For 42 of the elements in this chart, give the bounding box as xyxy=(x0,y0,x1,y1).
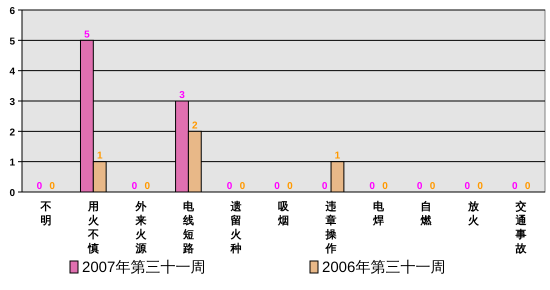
data-label: 0 xyxy=(369,181,376,192)
data-label: 0 xyxy=(477,181,484,192)
data-label: 3 xyxy=(179,90,186,101)
x-tick-label: 电线短路 xyxy=(182,200,195,255)
x-tick-label: 电焊 xyxy=(372,200,386,227)
data-label: 0 xyxy=(49,181,56,192)
data-label: 0 xyxy=(430,181,436,192)
data-label: 0 xyxy=(464,181,470,192)
data-label: 1 xyxy=(96,150,103,162)
y-tick-label: 1 xyxy=(9,158,16,169)
y-tick-label: 0 xyxy=(9,188,16,199)
data-label: 5 xyxy=(84,29,90,40)
x-tick-label: 不明 xyxy=(39,201,52,227)
data-label: 0 xyxy=(524,181,531,192)
data-label: 0 xyxy=(240,181,246,192)
x-tick-label: 用火不慎 xyxy=(86,201,100,255)
data-label: 0 xyxy=(274,181,280,192)
data-label: 0 xyxy=(226,181,233,192)
legend-label: 2006年第三十一周 xyxy=(322,259,446,276)
data-label: 0 xyxy=(322,181,328,192)
data-label: 0 xyxy=(287,181,294,192)
x-tick-label: 自燃 xyxy=(420,200,433,227)
x-tick-label: 放火 xyxy=(467,200,480,227)
y-tick-label: 2 xyxy=(9,127,16,138)
data-label: 0 xyxy=(382,181,388,192)
data-label: 0 xyxy=(144,181,150,192)
data-label: 0 xyxy=(132,181,138,192)
legend-label: 2007年第三十一周 xyxy=(82,259,206,276)
data-label: 0 xyxy=(416,181,423,192)
data-label: 1 xyxy=(334,150,341,162)
y-tick-label: 3 xyxy=(9,97,16,108)
data-label: 0 xyxy=(512,181,518,192)
x-tick-label: 遗留火种 xyxy=(229,200,242,255)
x-tick-label: 吸烟 xyxy=(277,201,290,227)
y-tick-label: 4 xyxy=(9,66,16,78)
data-label: 0 xyxy=(36,181,43,192)
data-label: 2 xyxy=(192,120,198,132)
x-tick-label: 外来火源 xyxy=(134,200,148,255)
x-tick-label: 违章操作 xyxy=(324,200,338,255)
x-tick-label: 交通事故 xyxy=(514,200,528,255)
y-tick-label: 5 xyxy=(9,36,16,48)
y-tick-label: 6 xyxy=(9,6,16,17)
